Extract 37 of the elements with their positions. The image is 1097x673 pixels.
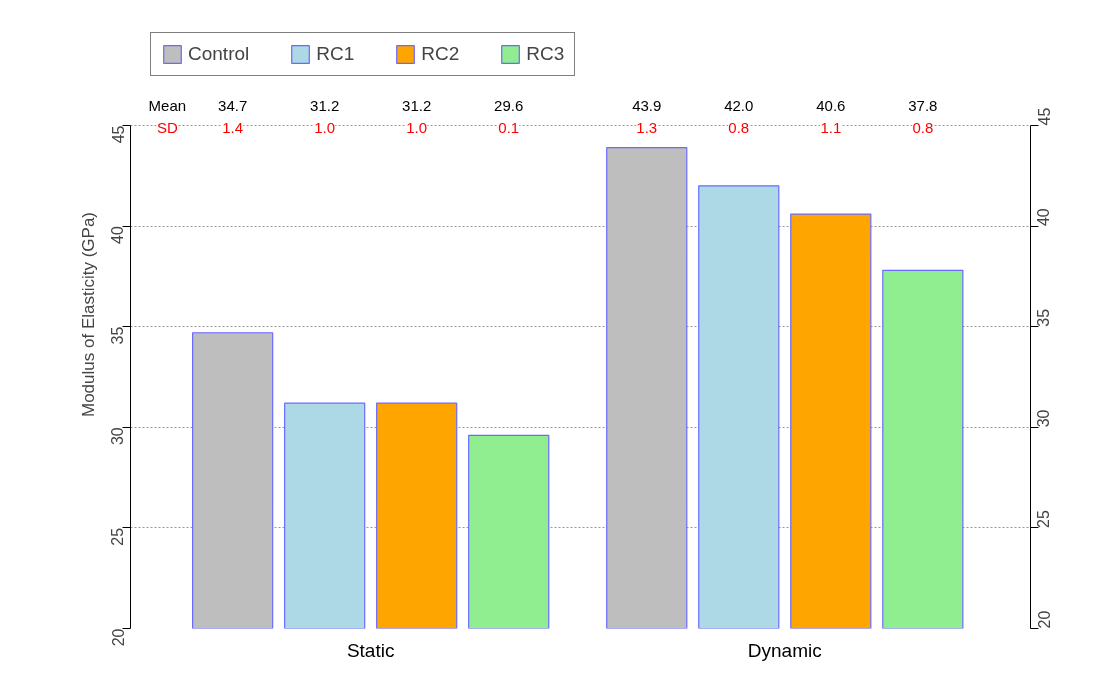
text: 40.6 bbox=[816, 96, 846, 114]
y-tick-label: 45 bbox=[109, 125, 127, 144]
y-tick-label: 20 bbox=[109, 628, 127, 647]
text: 43.9 bbox=[632, 96, 662, 114]
text: 42.0 bbox=[724, 96, 754, 114]
legend-label: Control bbox=[188, 43, 250, 65]
annotation: 0.8 bbox=[728, 118, 750, 136]
y2-tick-label: 35 bbox=[1035, 308, 1053, 327]
annotation: 1.1 bbox=[820, 118, 842, 136]
annotation: 1.3 bbox=[636, 118, 658, 136]
text: Mean bbox=[148, 97, 187, 114]
legend-label: RC3 bbox=[526, 43, 565, 65]
x-tick-label: Dynamic bbox=[747, 639, 822, 661]
y-tick-label: 25 bbox=[109, 527, 127, 546]
annotation: 0.8 bbox=[912, 118, 934, 136]
y2-tick-label: 25 bbox=[1035, 510, 1053, 528]
y-tick-label: 35 bbox=[109, 326, 127, 345]
annotation: 1.0 bbox=[314, 118, 336, 136]
x-tick-label: Static bbox=[346, 639, 395, 661]
y-axis-title: Modulus of Elasticity (GPa) bbox=[78, 211, 98, 418]
annotation: 1.0 bbox=[406, 118, 428, 136]
text: 37.8 bbox=[908, 96, 938, 114]
annotation: 0.1 bbox=[498, 118, 520, 136]
y2-tick-label: 30 bbox=[1035, 409, 1053, 428]
legend-label: RC2 bbox=[421, 43, 460, 65]
y2-tick-label: 40 bbox=[1035, 208, 1053, 227]
legend-label: RC1 bbox=[316, 43, 355, 65]
text: 31.2 bbox=[310, 96, 340, 114]
text: 31.2 bbox=[402, 96, 432, 114]
annotation: SD bbox=[156, 119, 178, 136]
y2-tick-label: 45 bbox=[1035, 107, 1053, 126]
y-tick-label: 30 bbox=[109, 427, 127, 446]
annotation: 1.4 bbox=[222, 118, 244, 136]
y-tick-label: 40 bbox=[109, 226, 127, 244]
text: 29.6 bbox=[494, 96, 524, 114]
text: 34.7 bbox=[218, 96, 248, 114]
y2-tick-label: 20 bbox=[1035, 610, 1053, 629]
